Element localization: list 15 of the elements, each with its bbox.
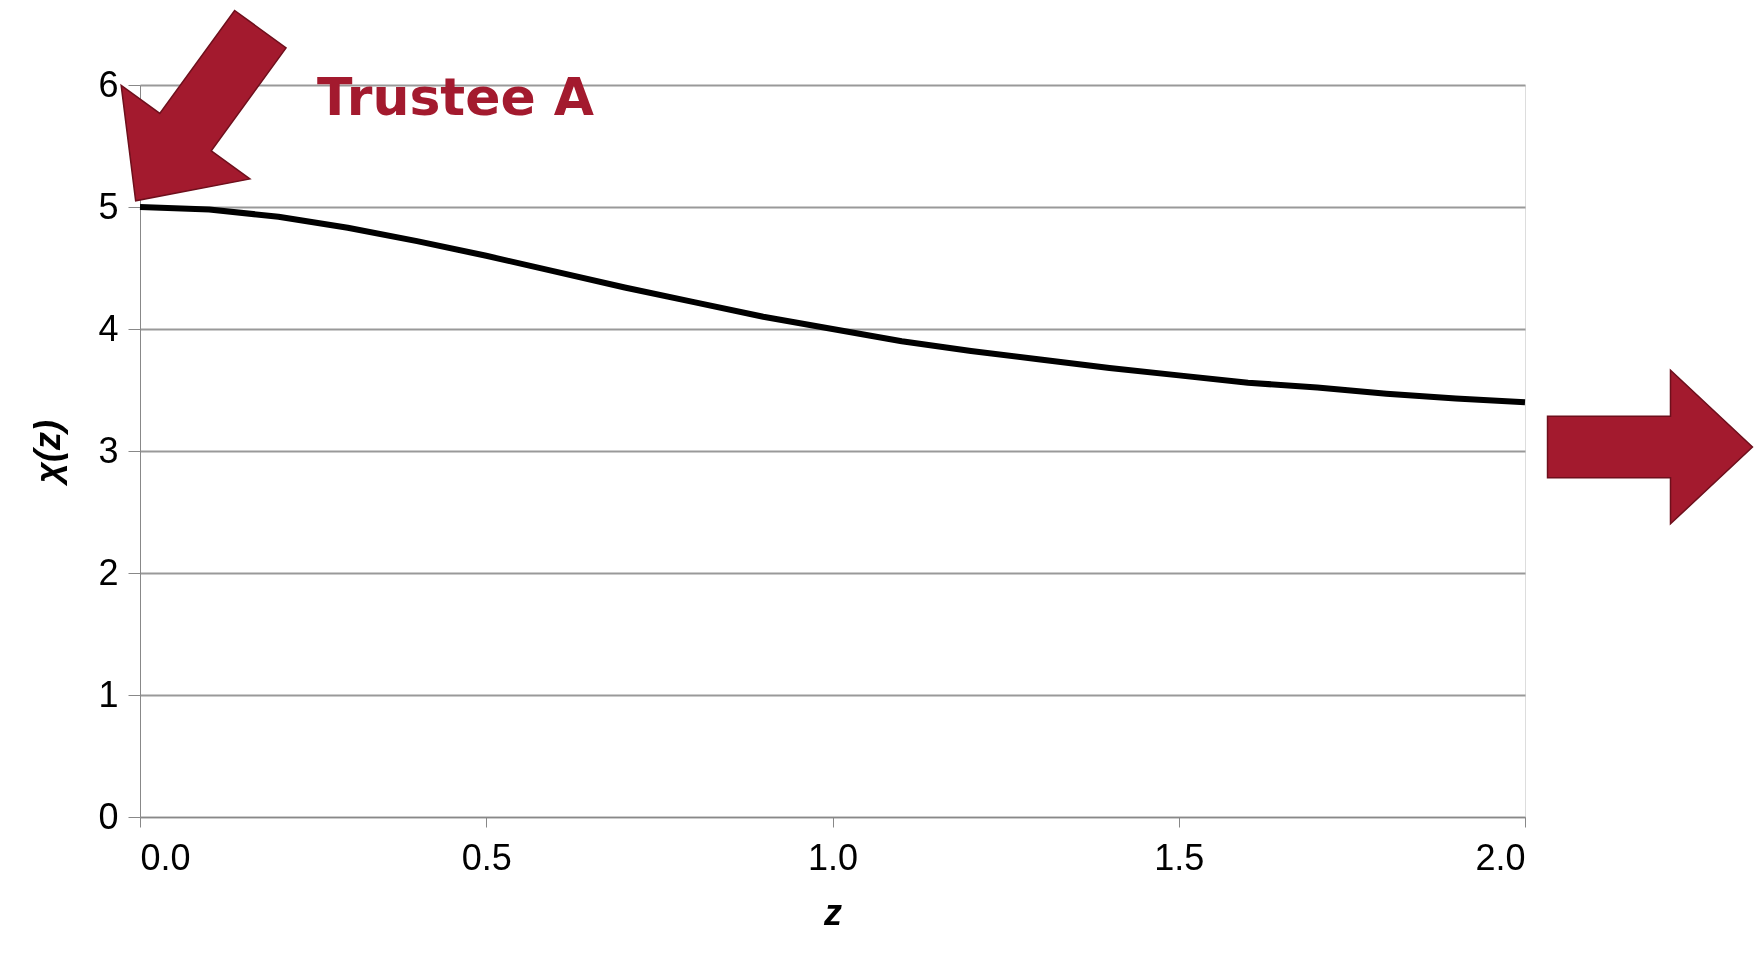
x-tick-label: 0.5 [461,836,512,878]
y-tick-label: 6 [98,63,119,105]
x-tick-label: 2.0 [1475,836,1526,878]
y-axis-title: χ(z) [27,420,69,487]
annotation: Trustee A [317,67,595,127]
x-axis-title: z [823,891,842,933]
y-tick-label: 5 [98,185,119,227]
y-tick-label: 4 [98,307,119,349]
y-tick-label: 3 [98,429,119,471]
y-tick-label: 2 [98,551,119,593]
x-tick-label: 1.0 [807,836,859,878]
x-tick-label: 0.0 [140,836,191,878]
x-tick-label: 1.5 [1154,836,1205,878]
y-tick-label: 0 [98,795,119,837]
y-tick-label: 1 [98,673,119,715]
